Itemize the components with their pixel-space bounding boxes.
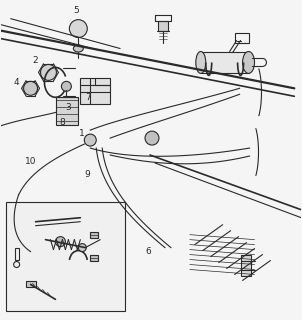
Bar [235, 33, 249, 43]
Bar [26, 281, 36, 287]
Circle shape [24, 81, 37, 95]
Circle shape [84, 134, 96, 146]
Ellipse shape [196, 52, 206, 73]
Text: 1: 1 [79, 129, 85, 138]
Text: 6: 6 [145, 247, 151, 256]
Text: 5: 5 [73, 6, 79, 15]
Text: 8: 8 [59, 118, 65, 127]
Bar [14, 248, 19, 260]
Text: 4: 4 [14, 78, 19, 87]
Bar [241, 255, 251, 276]
Text: 7: 7 [85, 93, 91, 102]
Text: 10: 10 [25, 157, 36, 166]
Circle shape [78, 244, 86, 252]
Bar [90, 232, 98, 238]
Circle shape [40, 64, 56, 80]
Ellipse shape [243, 52, 255, 73]
Circle shape [61, 81, 71, 91]
Bar [90, 255, 98, 260]
Text: 9: 9 [85, 171, 90, 180]
Text: 3: 3 [66, 103, 71, 112]
Bar [6, 202, 125, 311]
Circle shape [145, 131, 159, 145]
Text: 2: 2 [33, 56, 38, 65]
Ellipse shape [73, 45, 83, 52]
Bar [80, 78, 110, 104]
Bar [56, 97, 78, 125]
Circle shape [69, 20, 87, 37]
Circle shape [56, 237, 66, 247]
Bar [158, 21, 168, 31]
Bar [201, 52, 249, 73]
